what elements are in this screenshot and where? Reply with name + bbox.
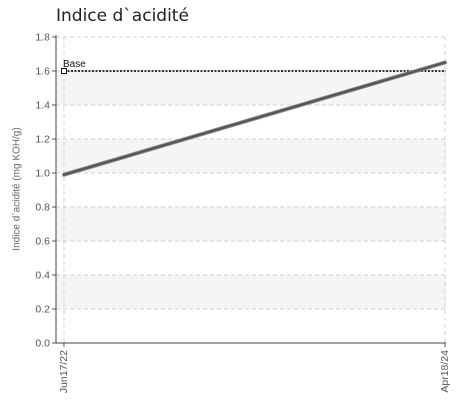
x-tick-label: Jun17/22 [58,350,70,393]
grid-band [56,207,446,241]
y-tick-label: 1.0 [35,168,50,180]
y-tick-label: 1.8 [35,32,50,44]
grid-band [56,139,446,173]
y-tick-label: 0.6 [35,236,50,248]
y-tick-label: 0.2 [35,304,50,316]
grid-band [56,71,446,105]
reference-marker [61,68,67,74]
y-tick-label: 1.6 [35,66,50,78]
x-tick-label: Apr18/24 [439,350,451,393]
y-tick-label: 0.4 [35,270,50,282]
y-tick-label: 0.8 [35,202,50,214]
y-tick-label: 1.4 [35,100,50,112]
series-line [62,61,447,176]
y-tick-label: 0.0 [35,338,50,350]
chart-title: Indice d`acidité [56,6,189,26]
reference-label: Base [63,59,86,70]
y-tick-label: 1.2 [35,134,50,146]
grid-band [56,275,446,309]
